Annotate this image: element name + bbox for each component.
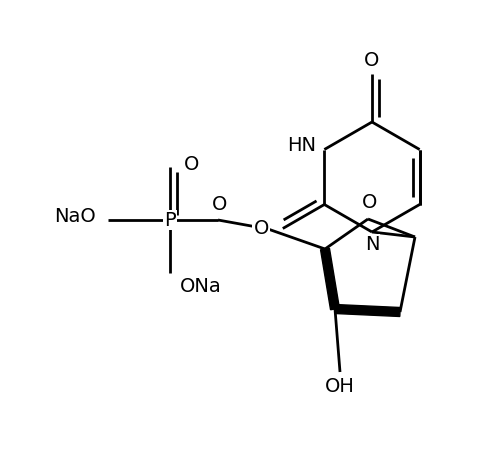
Polygon shape <box>335 304 400 317</box>
Text: OH: OH <box>325 376 355 396</box>
Text: O: O <box>362 193 378 212</box>
Text: NaO: NaO <box>54 206 96 226</box>
Text: HN: HN <box>287 136 316 155</box>
Polygon shape <box>321 248 339 310</box>
Text: O: O <box>253 219 269 238</box>
Text: O: O <box>184 156 199 175</box>
Text: P: P <box>164 211 176 229</box>
Text: O: O <box>212 196 227 214</box>
Text: N: N <box>365 234 379 254</box>
Text: ONa: ONa <box>180 277 222 297</box>
Text: O: O <box>364 50 380 70</box>
